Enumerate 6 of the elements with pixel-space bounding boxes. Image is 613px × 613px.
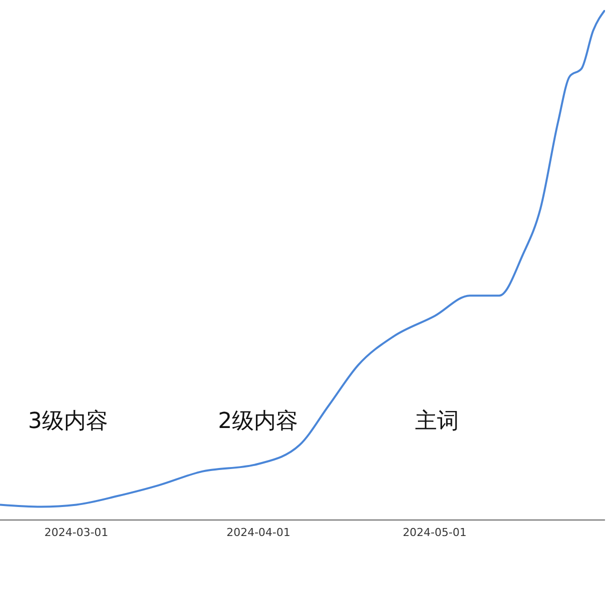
annotation: 主词 [415, 408, 459, 436]
annotation: 3级内容 [28, 408, 108, 436]
x-tick-label: 2024-04-01 [226, 526, 290, 539]
x-tick-label: 2024-05-01 [402, 526, 467, 539]
annotation: 2级内容 [218, 408, 298, 436]
x-tick-label: 2024-03-01 [44, 526, 108, 539]
